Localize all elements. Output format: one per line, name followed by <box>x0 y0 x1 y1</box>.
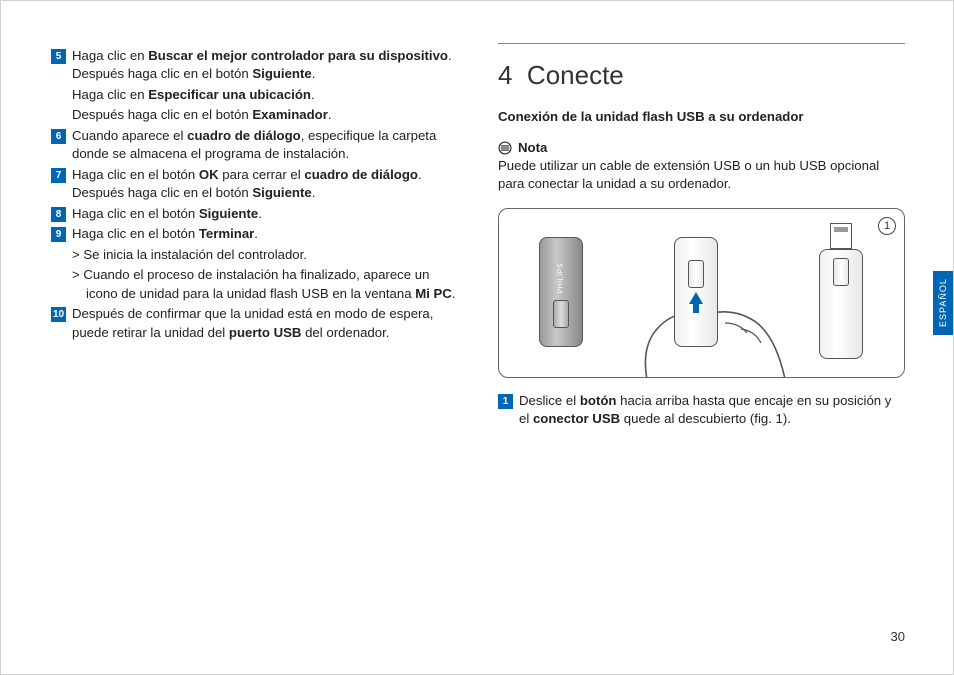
note-row: Nota <box>498 140 905 155</box>
page-number: 30 <box>891 629 905 644</box>
step-number-badge: 9 <box>51 227 66 242</box>
note-icon <box>498 141 512 155</box>
step-sub-text: Después haga clic en el botón Examinador… <box>72 106 458 124</box>
step-text: Deslice el botón hacia arriba hasta que … <box>519 392 905 429</box>
step-text: Haga clic en el botón Siguiente. <box>72 205 262 223</box>
step-text: Haga clic en Buscar el mejor controlador… <box>72 47 458 84</box>
step-result-text: > Cuando el proceso de instalación ha fi… <box>72 266 458 303</box>
right-column: 4 Conecte Conexión de la unidad flash US… <box>498 43 905 431</box>
note-text: Puede utilizar un cable de extensión USB… <box>498 157 905 194</box>
language-tab: ESPAÑOL <box>933 271 953 335</box>
step-sub-text: Haga clic en Especificar una ubicación. <box>72 86 458 104</box>
step-number-badge: 5 <box>51 49 66 64</box>
section-title: 4 Conecte <box>498 60 905 91</box>
left-column: 5 Haga clic en Buscar el mejor controlado… <box>51 43 458 431</box>
step-text: Haga clic en el botón Terminar. <box>72 225 258 243</box>
instruction-step: 9 Haga clic en el botón Terminar. <box>51 225 458 243</box>
step-text: Después de confirmar que la unidad está … <box>72 305 458 342</box>
slide-up-arrow-icon <box>689 292 703 304</box>
figure-label: 1 <box>878 217 896 235</box>
instruction-step: 5 Haga clic en Buscar el mejor controlado… <box>51 47 458 84</box>
note-label: Nota <box>518 140 547 155</box>
usb-drive-closed: PHILIPS <box>539 237 583 347</box>
section-rule <box>498 43 905 44</box>
step-number-badge: 10 <box>51 307 66 322</box>
section-number: 4 <box>498 60 512 90</box>
instruction-step: 7 Haga clic en el botón OK para cerrar el… <box>51 166 458 203</box>
step-text: Cuando aparece el cuadro de diálogo, esp… <box>72 127 458 164</box>
step-number-badge: 1 <box>498 394 513 409</box>
figure-box: 1 PHILIPS <box>498 208 905 378</box>
step-number-badge: 6 <box>51 129 66 144</box>
usb-drive-open <box>819 249 863 359</box>
usb-brand-text: PHILIPS <box>558 263 565 293</box>
section-title-text: Conecte <box>527 60 624 90</box>
right-step: 1 Deslice el botón hacia arriba hasta qu… <box>498 392 905 429</box>
subheading: Conexión de la unidad flash USB a su ord… <box>498 109 905 124</box>
step-number-badge: 8 <box>51 207 66 222</box>
step-number-badge: 7 <box>51 168 66 183</box>
step-text: Haga clic en el botón OK para cerrar el … <box>72 166 458 203</box>
instruction-step: 6 Cuando aparece el cuadro de diálogo, es… <box>51 127 458 164</box>
usb-drive-sliding <box>674 237 718 347</box>
instruction-step: 10 Después de confirmar que la unidad est… <box>51 305 458 342</box>
step-result-text: > Se inicia la instalación del controlad… <box>72 246 458 264</box>
instruction-step: 8 Haga clic en el botón Siguiente. <box>51 205 458 223</box>
